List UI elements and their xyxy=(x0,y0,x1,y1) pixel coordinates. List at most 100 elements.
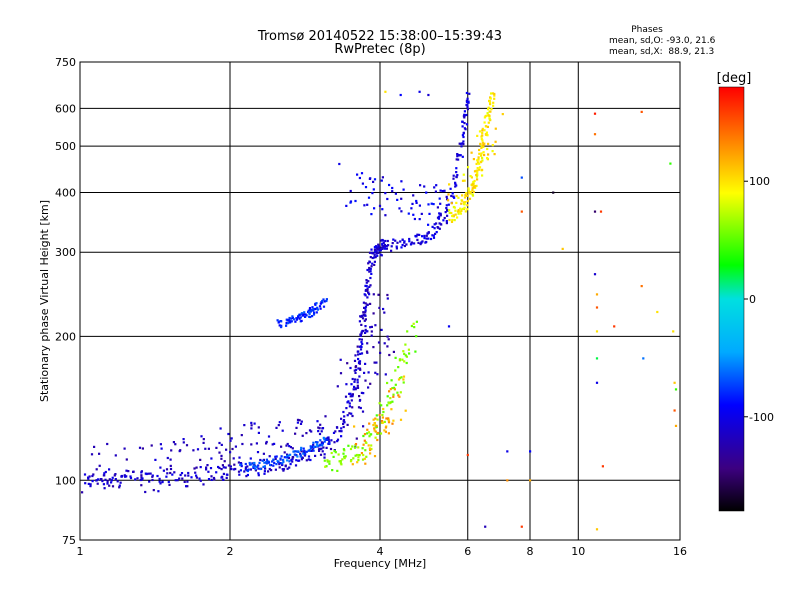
o-mode-echo xyxy=(169,467,173,471)
o-mode-echo xyxy=(314,441,318,444)
o-mode-echo xyxy=(259,458,262,462)
x-mode-echo xyxy=(357,459,360,462)
o-mode-echo xyxy=(417,241,420,244)
o-mode-echo xyxy=(345,407,348,410)
o-mode-echo xyxy=(285,324,288,327)
o-mode-echo xyxy=(129,476,133,480)
o-mode-echo xyxy=(399,240,402,243)
o-mode-echo xyxy=(452,174,455,177)
o-mode-echo xyxy=(364,294,367,297)
o-mode-echo xyxy=(321,442,324,445)
x-mode-echo xyxy=(405,355,408,358)
o-mode-echo xyxy=(285,321,288,325)
o-mode-echo xyxy=(198,477,201,480)
o-mode-echo xyxy=(98,464,101,467)
o-mode-echo xyxy=(423,185,426,188)
o-mode-echo xyxy=(127,470,130,473)
o-mode-echo xyxy=(413,242,416,245)
o-mode-echo xyxy=(304,315,307,318)
o-mode-echo xyxy=(443,216,446,220)
o-mode-echo xyxy=(468,92,471,95)
o-mode-echo xyxy=(354,371,357,374)
x-mode-echo xyxy=(389,401,392,404)
o-mode-echo xyxy=(278,421,281,424)
o-mode-echo xyxy=(283,451,286,454)
o-mode-echo xyxy=(394,239,397,242)
x-mode-echo xyxy=(478,166,482,169)
x-tick-label: 6 xyxy=(464,545,471,558)
o-mode-echo xyxy=(114,473,117,476)
o-mode-echo xyxy=(319,302,322,305)
x-mode-echo xyxy=(349,447,353,451)
x-mode-echo xyxy=(363,457,366,460)
isolated-echo xyxy=(674,388,678,391)
o-mode-echo xyxy=(461,155,464,158)
x-mode-echo xyxy=(387,421,391,424)
o-mode-echo xyxy=(312,309,315,312)
isolated-echo xyxy=(506,450,509,453)
o-mode-echo xyxy=(304,453,307,456)
x-mode-echo xyxy=(368,447,371,450)
o-mode-echo xyxy=(111,485,115,488)
o-mode-echo xyxy=(371,192,374,195)
o-mode-echo xyxy=(96,482,99,485)
o-mode-echo xyxy=(364,331,367,334)
o-mode-echo xyxy=(296,450,300,453)
o-mode-echo xyxy=(257,431,260,434)
o-mode-echo xyxy=(342,422,345,425)
o-mode-echo xyxy=(351,406,354,409)
o-mode-echo xyxy=(294,432,297,435)
o-mode-echo xyxy=(410,207,413,210)
o-mode-echo xyxy=(322,298,325,301)
o-mode-echo xyxy=(227,432,230,436)
o-mode-echo xyxy=(210,457,213,460)
o-mode-echo xyxy=(458,142,461,145)
x-mode-echo xyxy=(472,190,475,193)
o-mode-echo xyxy=(253,461,256,465)
o-mode-echo xyxy=(338,430,341,433)
isolated-echo xyxy=(593,112,597,115)
o-mode-echo xyxy=(312,441,315,444)
o-mode-echo xyxy=(312,313,316,316)
o-mode-echo xyxy=(425,191,428,194)
o-mode-echo xyxy=(466,103,469,106)
x-mode-echo xyxy=(380,404,383,407)
x-mode-echo xyxy=(407,348,410,351)
o-mode-echo xyxy=(304,313,307,316)
o-mode-echo xyxy=(323,300,326,303)
x-mode-echo xyxy=(381,413,384,417)
o-mode-echo xyxy=(254,469,257,472)
o-mode-echo xyxy=(282,458,285,461)
o-mode-echo xyxy=(459,142,463,145)
isolated-echo xyxy=(595,330,599,333)
o-mode-echo xyxy=(359,368,362,371)
o-mode-echo xyxy=(234,445,237,448)
o-mode-echo xyxy=(403,244,406,248)
x-mode-echo xyxy=(331,469,334,472)
o-mode-echo xyxy=(272,458,275,461)
o-mode-echo xyxy=(335,426,339,429)
o-mode-echo xyxy=(88,475,91,478)
o-mode-echo xyxy=(407,212,410,215)
o-mode-echo xyxy=(405,243,408,246)
o-mode-echo xyxy=(351,414,354,418)
x-mode-echo xyxy=(387,419,390,422)
x-mode-echo xyxy=(365,455,368,458)
o-mode-echo xyxy=(372,180,375,183)
o-mode-echo xyxy=(451,192,454,195)
o-mode-echo xyxy=(227,464,230,467)
o-mode-echo xyxy=(353,378,357,381)
o-mode-echo xyxy=(319,423,322,426)
x-mode-echo xyxy=(492,101,495,104)
o-mode-echo xyxy=(287,322,290,325)
o-mode-echo xyxy=(384,192,387,195)
o-mode-echo xyxy=(307,449,310,452)
x-mode-echo xyxy=(493,97,496,100)
o-mode-echo xyxy=(314,445,317,448)
o-mode-echo xyxy=(185,485,188,488)
o-mode-echo xyxy=(360,331,363,334)
o-mode-echo xyxy=(283,456,286,459)
o-mode-echo xyxy=(256,451,260,454)
x-mode-echo xyxy=(398,377,402,380)
x-mode-echo xyxy=(368,422,371,425)
